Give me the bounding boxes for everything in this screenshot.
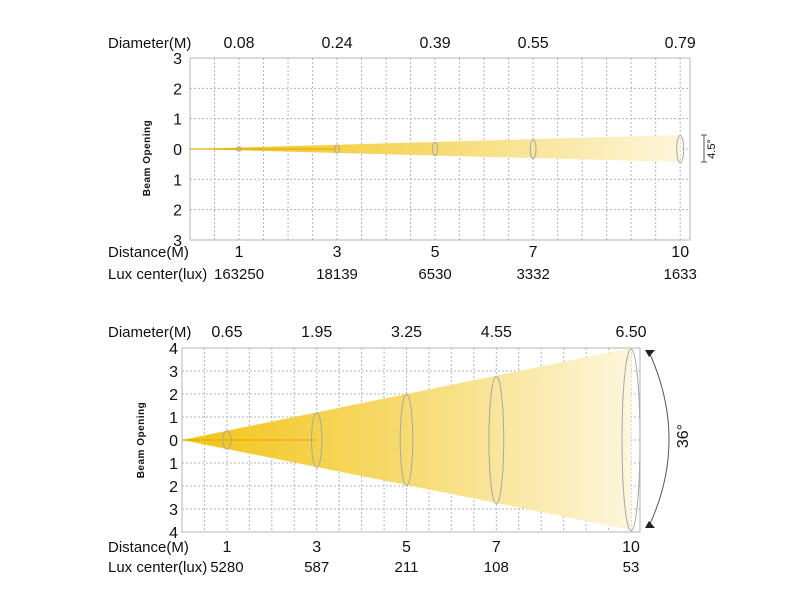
distance-label: Distance(M) (108, 539, 189, 556)
y-tick-label: 2 (169, 479, 178, 496)
y-axis-label: Beam Opening (142, 120, 153, 197)
lux-value: 18139 (316, 266, 358, 283)
distance-value: 10 (671, 244, 689, 261)
y-tick-label: 1 (173, 172, 182, 189)
y-tick-label: 3 (173, 233, 182, 250)
diameter-value: 0.24 (321, 35, 352, 52)
y-tick-label: 1 (173, 112, 182, 129)
distance-value: 7 (492, 539, 501, 556)
lux-value: 53 (623, 559, 640, 576)
beam-ring-1 (236, 146, 243, 152)
lux-value: 6530 (418, 266, 451, 283)
distance-value: 5 (431, 244, 440, 261)
beam-cone (182, 348, 632, 530)
beam-ring-4 (488, 375, 505, 505)
beam-ring-3 (432, 141, 439, 157)
diameter-value: 3.25 (391, 324, 422, 341)
beam-ring-2 (334, 144, 341, 154)
diameter-value: 0.55 (518, 35, 549, 52)
y-tick-label: 1 (169, 456, 178, 473)
y-tick-label: 2 (173, 81, 182, 98)
beam-ring-1 (222, 430, 232, 450)
diameter-value: 1.95 (301, 324, 332, 341)
distance-value: 3 (312, 539, 321, 556)
y-tick-label: 3 (169, 364, 178, 381)
y-axis-label: Beam Opening (136, 402, 147, 479)
diameter-label: Diameter(M) (108, 324, 191, 341)
y-tick-label: 4 (169, 341, 178, 358)
y-tick-label: 1 (169, 410, 178, 427)
beam-ring-2 (310, 412, 323, 468)
lux-value: 5280 (210, 559, 243, 576)
distance-value: 1 (235, 244, 244, 261)
diameter-value: 4.55 (481, 324, 512, 341)
y-tick-label: 0 (173, 142, 182, 159)
arc-arrow-bottom (645, 521, 656, 528)
lux-value: 211 (395, 559, 419, 576)
lux-label: Lux center(lux) (108, 559, 207, 576)
diameter-value: 0.39 (420, 35, 451, 52)
distance-label: Distance(M) (108, 244, 189, 261)
distance-value: 10 (622, 539, 640, 556)
diameter-value: 0.08 (223, 35, 254, 52)
distance-value: 5 (402, 539, 411, 556)
beam-cone (190, 135, 681, 162)
arc-arrow-top (645, 350, 656, 357)
y-tick-label: 0 (169, 433, 178, 450)
beam-angle-label: 4.5° (706, 139, 718, 159)
distance-value: 3 (333, 244, 342, 261)
distance-value: 7 (529, 244, 538, 261)
distance-value: 1 (222, 539, 231, 556)
diameter-value: 6.50 (615, 324, 646, 341)
diameter-label: Diameter(M) (108, 35, 191, 52)
lux-label: Lux center(lux) (108, 266, 207, 283)
diameter-value: 0.79 (665, 35, 696, 52)
lux-value: 108 (484, 559, 509, 576)
beam-ring-4 (529, 139, 537, 159)
y-tick-label: 3 (173, 51, 182, 68)
lux-value: 163250 (214, 266, 264, 283)
y-tick-label: 2 (173, 203, 182, 220)
y-tick-label: 4 (169, 525, 178, 542)
lux-value: 3332 (516, 266, 549, 283)
lux-value: 1633 (664, 266, 697, 283)
beam-ring-5 (621, 348, 641, 532)
y-tick-label: 3 (169, 502, 178, 519)
beam-angle-arc (648, 351, 670, 527)
diameter-value: 0.65 (211, 324, 242, 341)
beam-ring-3 (399, 394, 414, 486)
beam-angle-label: 36° (675, 424, 692, 448)
y-tick-label: 2 (169, 387, 178, 404)
lux-value: 587 (304, 559, 329, 576)
beam-ring-5 (676, 135, 685, 163)
